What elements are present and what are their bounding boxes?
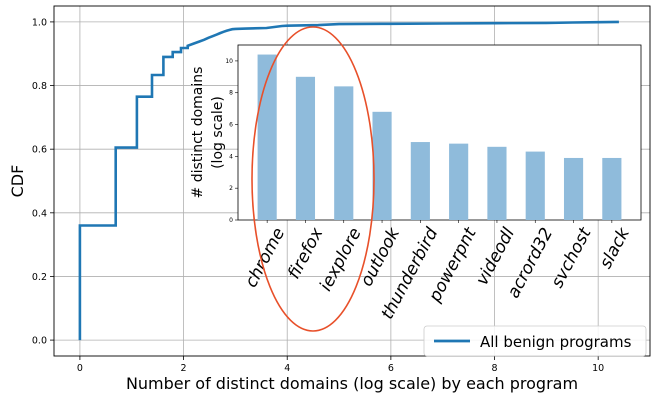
bar-acrord32 [525, 151, 545, 220]
x-axis-label: Number of distinct domains (log scale) b… [126, 374, 578, 393]
bar-powerpnt [449, 143, 469, 220]
cdf-line-all-benign-programs [78, 20, 619, 341]
inset-y-tick-label: 2 [229, 185, 233, 192]
bar-videodl [487, 146, 507, 220]
y-tick-label: 1.0 [32, 17, 47, 28]
inset-y-axis-label-line: # distinct domains [190, 67, 206, 199]
x-tick-label: 4 [284, 363, 290, 374]
inset-y-axis-label-line: (log scale) [210, 96, 226, 169]
legend-box [423, 325, 647, 357]
bar-svchost [563, 157, 584, 220]
y-tick-label: 0.6 [32, 145, 47, 156]
bar-slack [602, 157, 622, 220]
inset-y-tick-label: 0 [229, 217, 233, 224]
x-tick-label: 0 [77, 363, 83, 374]
highlight-ellipse [251, 26, 375, 332]
inset-y-tick-label: 4 [229, 153, 233, 160]
y-tick-label: 0.2 [32, 272, 47, 283]
main-plot-frame [53, 5, 651, 357]
inset-y-tick-label: 6 [229, 122, 233, 129]
x-tick-label: 10 [592, 363, 604, 374]
legend-label: All benign programs [480, 333, 632, 351]
bar-iexplore [334, 86, 354, 220]
bar-firefox [295, 76, 316, 221]
x-tick-label: 8 [491, 363, 497, 374]
y-tick-label: 0.8 [32, 81, 47, 92]
x-tick-label: 6 [388, 363, 394, 374]
legend: All benign programs [423, 325, 647, 357]
x-tick-label: 2 [181, 363, 187, 374]
y-tick-label: 0.4 [32, 208, 47, 219]
y-axis-label: CDF [8, 165, 27, 198]
overlay: All benign programs [251, 26, 647, 357]
inset-y-tick-label: 10 [225, 58, 233, 65]
inset-y-tick-label: 8 [229, 90, 233, 97]
y-tick-label: 0.0 [32, 336, 47, 347]
bar-outlook [372, 111, 392, 220]
bar-thunderbird [410, 142, 430, 220]
